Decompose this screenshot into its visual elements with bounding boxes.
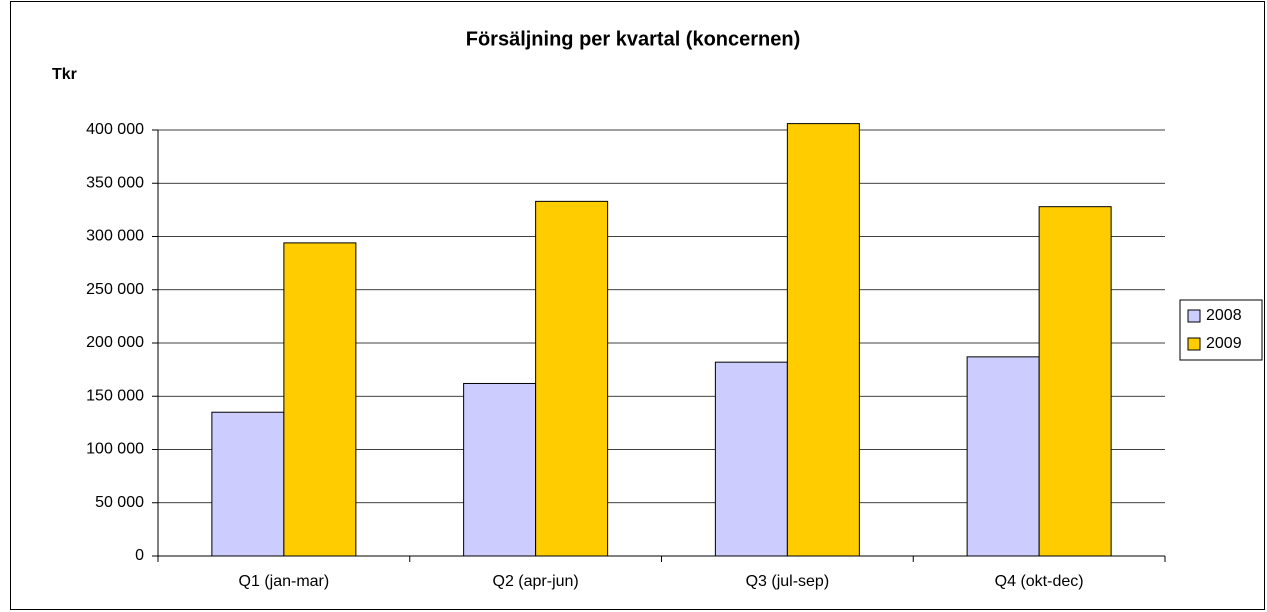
legend-label: 2008: [1206, 307, 1242, 324]
y-tick-label: 400 000: [86, 121, 144, 138]
legend-swatch: [1187, 337, 1201, 351]
chart-title: Försäljning per kvartal (koncernen): [466, 28, 801, 50]
bar: [1038, 206, 1112, 557]
x-tick-label: Q3 (jul-sep): [746, 573, 830, 590]
legend-label: 2009: [1206, 335, 1242, 352]
y-tick-label: 50 000: [95, 494, 144, 511]
x-tick-label: Q4 (okt-dec): [995, 573, 1084, 590]
y-tick-label: 300 000: [86, 228, 144, 245]
y-tick-label: 150 000: [86, 387, 144, 404]
x-tick-label: Q2 (apr-jun): [493, 573, 579, 590]
y-axis-label: Tkr: [52, 66, 77, 83]
y-tick-label: 200 000: [86, 334, 144, 351]
bar: [714, 361, 788, 557]
legend-swatch: [1187, 309, 1201, 323]
x-tick-label: Q1 (jan-mar): [239, 573, 330, 590]
y-tick-label: 350 000: [86, 174, 144, 191]
y-tick-label: 0: [135, 547, 144, 564]
y-tick-label: 100 000: [86, 441, 144, 458]
bar: [463, 382, 537, 557]
bar: [786, 123, 860, 557]
bar: [211, 411, 285, 557]
bar: [966, 356, 1040, 557]
bar: [283, 242, 357, 557]
bar: [535, 200, 609, 557]
y-tick-label: 250 000: [86, 281, 144, 298]
